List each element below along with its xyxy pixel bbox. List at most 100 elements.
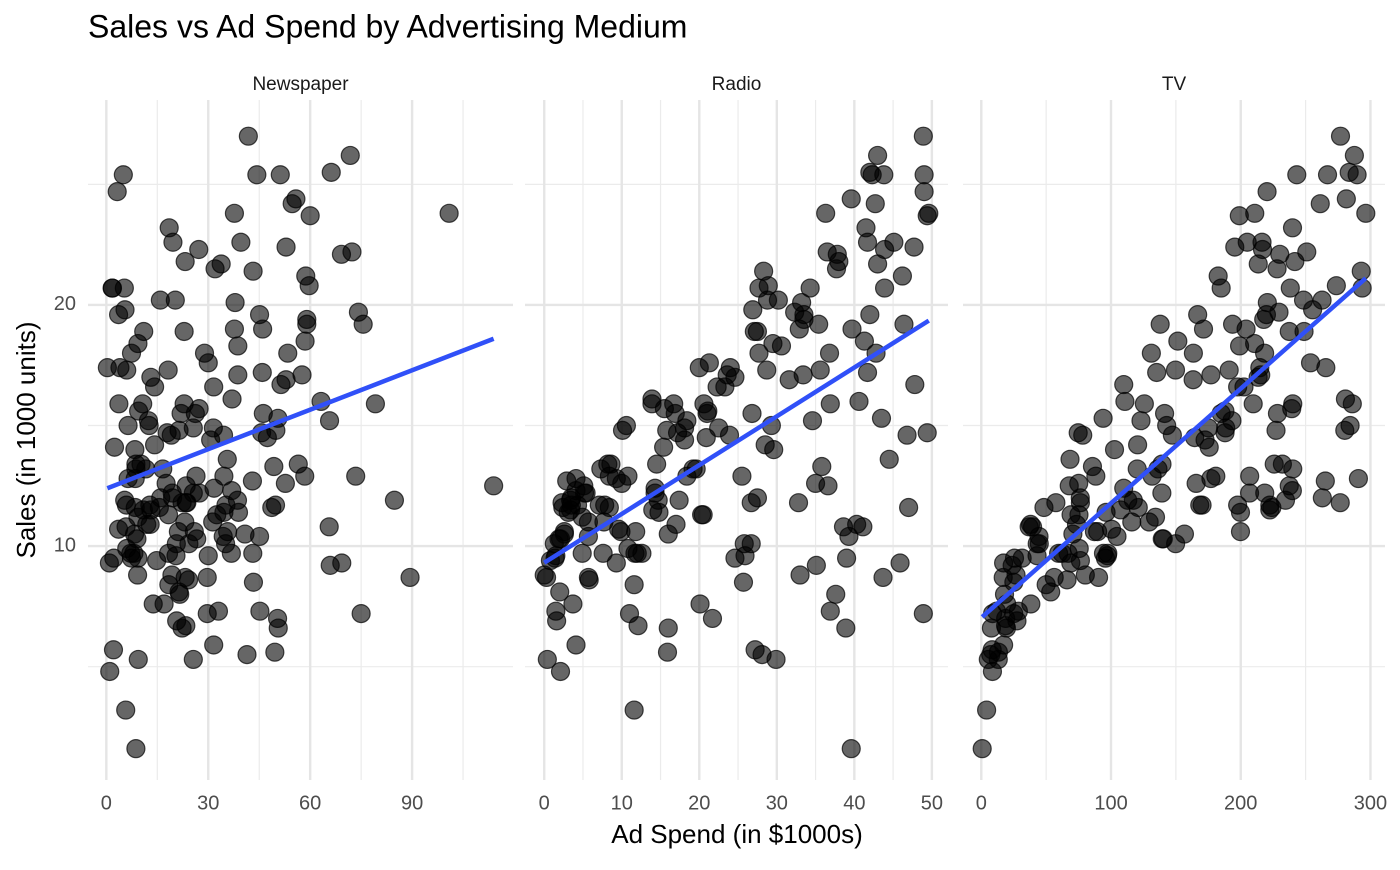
point [816,203,836,223]
point [1165,360,1186,380]
point [351,604,371,624]
point [116,700,136,720]
point [674,418,695,438]
point [321,162,341,182]
point [658,618,678,638]
point [626,522,646,542]
point [820,394,840,414]
point [1310,194,1330,214]
marks [97,126,1376,759]
point [297,314,317,334]
point [204,635,224,655]
point [919,203,939,223]
x-tick-label: 20 [688,792,710,814]
point [578,567,599,588]
x-tick-label: 30 [766,792,788,814]
point [865,194,885,214]
point [657,642,678,662]
point [1093,543,1114,563]
point [690,594,710,614]
point [156,473,176,494]
point [118,415,138,436]
x-tick-label: 50 [921,792,943,814]
point [346,466,366,486]
point [116,517,136,537]
point [879,449,899,469]
point [238,126,258,146]
point [107,182,127,202]
point [826,584,846,604]
facet-label: Radio [712,74,762,95]
point [905,374,925,395]
point [550,582,570,602]
point [566,635,586,655]
point [836,618,856,638]
point [115,490,135,510]
point [319,517,339,537]
point [1342,394,1362,414]
y-axis-label: Sales (in 1000 units) [11,321,41,558]
facet-label: TV [1162,74,1187,95]
x-axis-label: Ad Spend (in $1000s) [611,819,863,849]
point [342,242,362,262]
point [829,251,849,272]
point [1021,594,1041,614]
point [972,739,992,759]
point [1317,165,1338,185]
point [977,700,997,720]
point [1330,126,1351,146]
point [1257,292,1277,313]
point [552,493,572,513]
point [618,538,638,559]
point [993,567,1013,588]
point [890,553,910,573]
point [276,237,296,257]
point [1260,500,1280,520]
point [766,649,786,670]
point [1255,483,1275,503]
point [204,377,224,397]
point [439,203,459,223]
point [819,343,840,363]
point [642,394,662,414]
point [550,529,571,549]
point [189,239,209,260]
point [593,543,613,563]
point [1082,456,1103,477]
point [252,362,272,383]
point [1285,251,1305,272]
point [1096,502,1116,522]
point [779,370,799,390]
point [860,162,880,182]
point [692,505,712,525]
point [249,305,270,325]
point [159,575,179,595]
point [669,490,689,510]
point [1192,495,1212,515]
fit-line [106,336,495,491]
point [299,276,319,296]
point [1152,529,1172,549]
x-tick-label: 300 [1354,792,1387,814]
point [175,567,195,588]
point [1075,565,1095,585]
point [1336,189,1356,209]
x-tick-label: 30 [197,792,219,814]
x-tick-label: 40 [843,792,865,814]
point [757,360,777,380]
point [270,165,290,185]
point [1348,468,1369,489]
point [914,165,934,185]
point [854,331,875,351]
point [624,700,644,720]
point [790,565,810,585]
point [1275,490,1296,510]
point [231,232,251,252]
point [994,635,1014,655]
point [1201,468,1221,489]
x-tick-label: 100 [1094,792,1127,814]
point [1267,259,1287,279]
point [288,454,308,474]
point [265,642,285,662]
